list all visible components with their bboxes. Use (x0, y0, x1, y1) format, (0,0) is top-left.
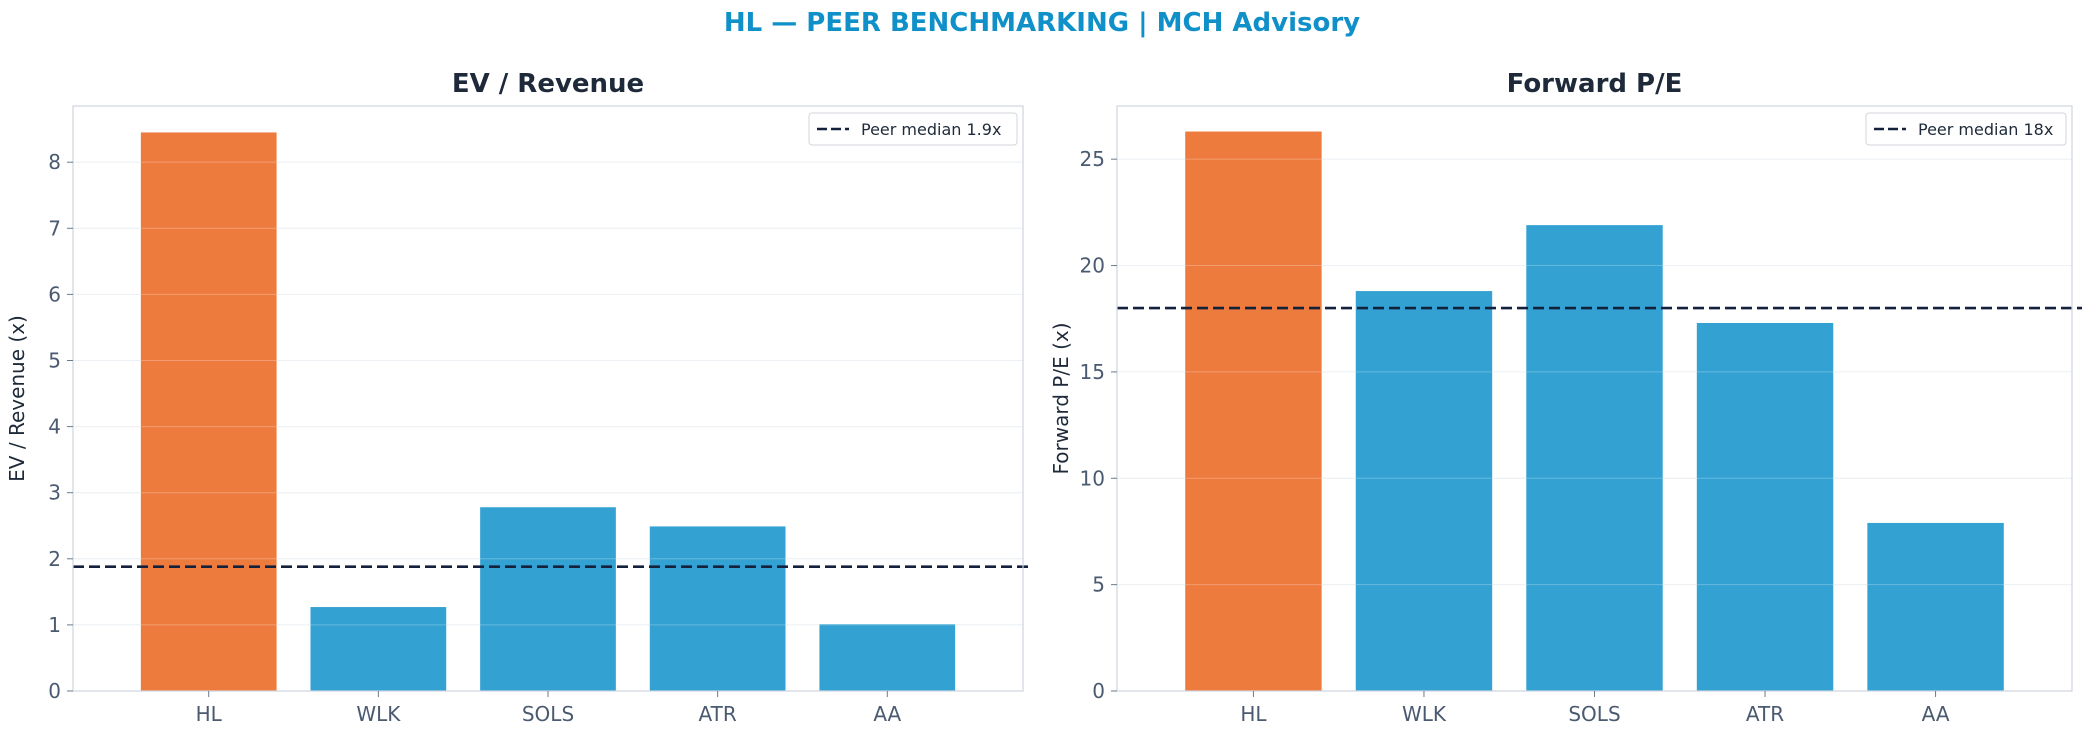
y-tick-label: 2 (48, 547, 61, 571)
ev-revenue-panel: EV / Revenue 0 1 2 3 4 5 6 7 8 HL WLK SOLS ATR AA EV / … (0, 60, 1042, 742)
forward-pe-panel: Forward P/E 0 5 10 15 20 25 HL WLK SOLS ATR AA Forwa… (1042, 60, 2084, 742)
legend-box (808, 112, 1018, 146)
y-tick-label: 15 (1080, 360, 1105, 384)
y-tick-label: 20 (1080, 254, 1105, 278)
legend-label: Peer median 18x (1918, 120, 2053, 139)
bar-wlk (1355, 291, 1493, 691)
bar-aa (1867, 522, 2004, 691)
y-tick-label: 3 (48, 481, 61, 505)
y-tick-label: 1 (48, 613, 61, 637)
y-tick-label: 7 (48, 216, 61, 240)
y-tick-label: 8 (48, 150, 61, 174)
x-tick-label: SOLS (1568, 702, 1620, 726)
panel-title: Forward P/E (1507, 69, 1683, 99)
legend-box (1865, 112, 2067, 146)
y-axis-label: Forward P/E (x) (1049, 322, 1073, 474)
x-tick-label: HL (196, 702, 223, 726)
y-tick-label: 10 (1080, 466, 1105, 490)
x-tick-label: AA (1922, 702, 1950, 726)
x-tick-label: SOLS (522, 702, 574, 726)
x-tick-label: WLK (356, 702, 401, 726)
bar-wlk (310, 607, 447, 691)
bar-atr (649, 526, 786, 691)
panel-title: EV / Revenue (452, 69, 644, 99)
forward-pe-chart: Forward P/E 0 5 10 15 20 25 HL WLK SOLS ATR AA Forwa… (1049, 69, 2082, 726)
y-tick-label: 5 (48, 348, 61, 372)
figure-title: HL — PEER BENCHMARKING | MCH Advisory (723, 8, 1361, 38)
y-tick-label: 25 (1080, 147, 1105, 171)
bar-sols (480, 507, 616, 691)
ev-revenue-chart: EV / Revenue 0 1 2 3 4 5 6 7 8 HL WLK SOLS ATR AA EV / … (5, 69, 1033, 726)
y-tick-label: 6 (48, 282, 61, 306)
x-tick-label: HL (1240, 702, 1267, 726)
x-tick-label: AA (873, 702, 901, 726)
bar-atr (1696, 322, 1834, 691)
y-tick-label: 0 (48, 679, 61, 703)
x-tick-label: WLK (1402, 702, 1447, 726)
y-tick-label: 4 (48, 415, 61, 439)
y-tick-label: 5 (1092, 573, 1105, 597)
y-tick-label: 0 (1092, 679, 1105, 703)
x-tick-label: ATR (699, 702, 737, 726)
bar-hl (140, 132, 277, 691)
bar-aa (819, 624, 956, 691)
legend-label: Peer median 1.9x (861, 120, 1001, 139)
bar-sols (1526, 225, 1663, 692)
bar-hl (1185, 131, 1322, 691)
y-axis-label: EV / Revenue (x) (5, 315, 29, 482)
x-tick-label: ATR (1746, 702, 1784, 726)
